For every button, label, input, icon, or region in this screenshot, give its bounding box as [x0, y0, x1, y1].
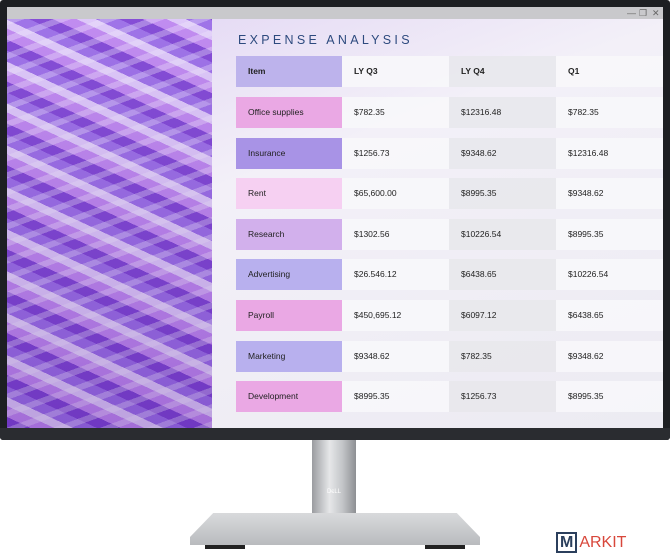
cell-ly-q3: $1256.73 — [342, 137, 449, 169]
cell-q1: $9348.62 — [556, 178, 663, 210]
row-item-label: Payroll — [236, 300, 342, 331]
cell-ly-q3: $65,600.00 — [342, 178, 449, 210]
cell-ly-q4: $8995.35 — [449, 178, 556, 210]
monitor-screen: — ❐ ✕ EXPENSE ANALYSIS Item LY Q3 LY Q4 Q1 O… — [7, 7, 663, 428]
row-item-label: Research — [236, 218, 342, 250]
cell-ly-q3: $8995.35 — [342, 381, 449, 413]
expense-panel: EXPENSE ANALYSIS Item LY Q3 LY Q4 Q1 Office … — [212, 19, 663, 428]
cell-ly-q3: $1302.56 — [342, 218, 449, 250]
cell-q1: $6438.65 — [556, 300, 663, 331]
row-item-label: Development — [236, 381, 342, 413]
cell-q1: $9348.62 — [556, 340, 663, 372]
cell-q1: $782.35 — [556, 97, 663, 128]
stand-base — [190, 513, 480, 545]
cell-ly-q4: $782.35 — [449, 340, 556, 372]
cell-ly-q3: $450,695.12 — [342, 300, 449, 331]
row-item-label: Insurance — [236, 137, 342, 169]
row-item-label: Rent — [236, 178, 342, 210]
cell-ly-q3: $9348.62 — [342, 340, 449, 372]
cell-ly-q4: $10226.54 — [449, 218, 556, 250]
minimize-icon[interactable]: — — [627, 8, 636, 18]
stand-foot — [425, 545, 465, 549]
window-titlebar: — ❐ ✕ — [7, 7, 663, 19]
cell-ly-q3: $782.35 — [342, 97, 449, 128]
table-header-cell: Q1 — [556, 56, 663, 87]
table-header-cell: Item — [236, 56, 342, 87]
monitor-chin — [0, 428, 670, 440]
cell-q1: $12316.48 — [556, 137, 663, 169]
page-title: EXPENSE ANALYSIS — [238, 33, 413, 47]
markit-watermark: M ARKIT — [556, 532, 626, 553]
cell-q1: $8995.35 — [556, 381, 663, 413]
cell-q1: $8995.35 — [556, 218, 663, 250]
table-header-cell: LY Q3 — [342, 56, 449, 87]
row-item-label: Marketing — [236, 340, 342, 372]
abstract-wave-artwork — [7, 19, 212, 428]
cell-ly-q4: $1256.73 — [449, 381, 556, 413]
cell-ly-q4: $9348.62 — [449, 137, 556, 169]
close-icon[interactable]: ✕ — [652, 8, 660, 18]
cell-ly-q4: $6438.65 — [449, 259, 556, 291]
cell-ly-q4: $12316.48 — [449, 97, 556, 128]
restore-icon[interactable]: ❐ — [639, 8, 648, 18]
table-header-cell: LY Q4 — [449, 56, 556, 87]
row-item-label: Advertising — [236, 259, 342, 291]
cell-ly-q3: $26.546.12 — [342, 259, 449, 291]
stand-neck — [312, 440, 356, 520]
dell-logo: DєLL — [326, 489, 342, 495]
cell-q1: $10226.54 — [556, 259, 663, 291]
row-item-label: Office supplies — [236, 97, 342, 128]
stand-foot — [205, 545, 245, 549]
cell-ly-q4: $6097.12 — [449, 300, 556, 331]
